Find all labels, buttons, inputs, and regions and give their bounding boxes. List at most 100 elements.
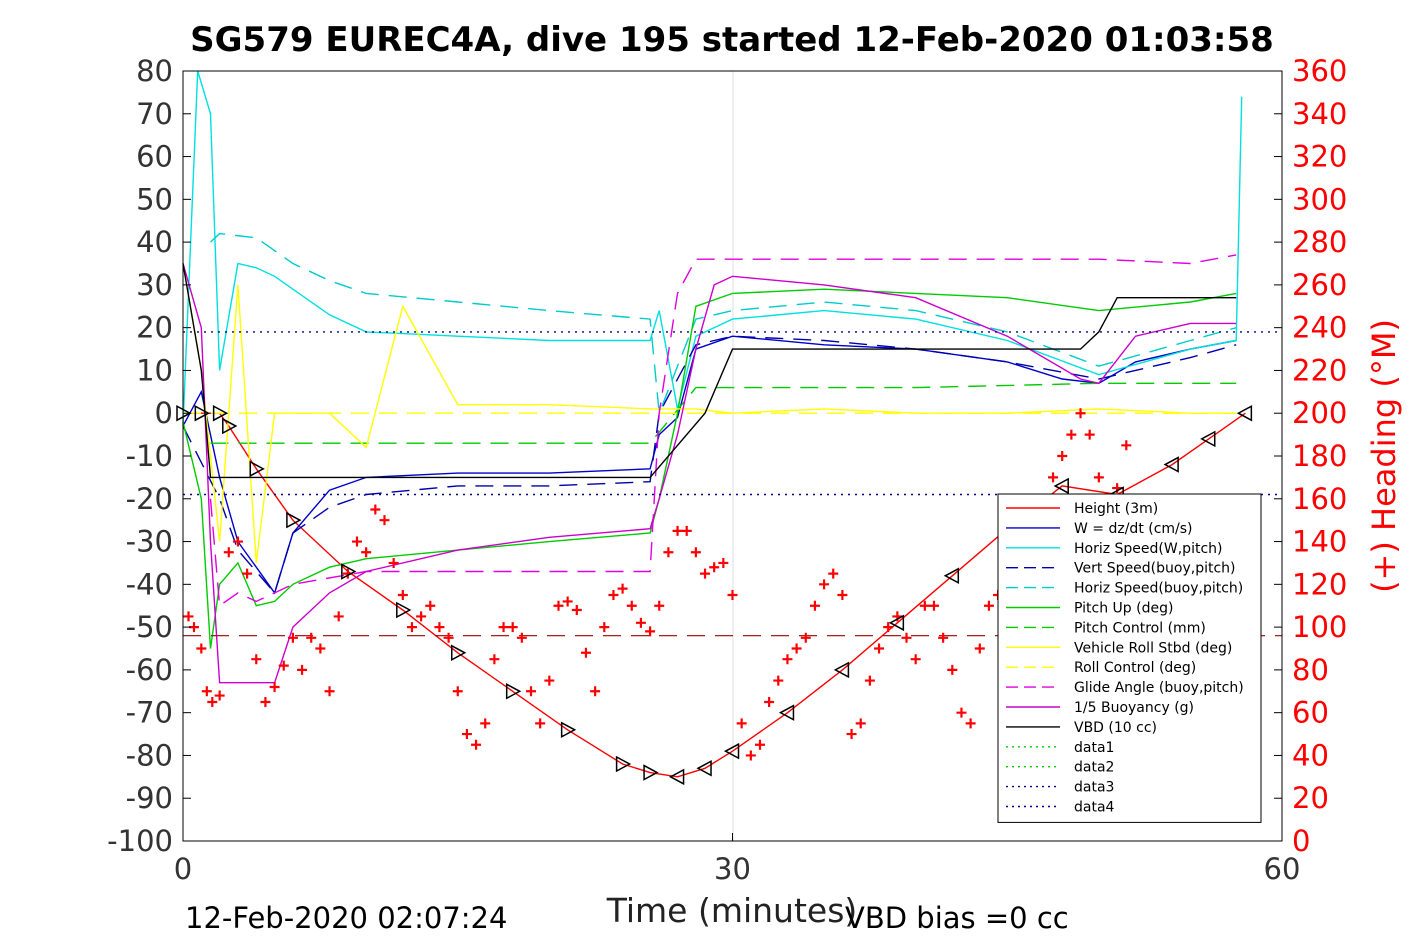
x-tick-label: 30 [714,852,751,886]
heading-marker [333,611,344,622]
heading-marker [910,654,921,665]
heading-marker [654,600,665,611]
heading-marker [196,643,207,654]
y-tick-label-left: 30 [136,268,173,302]
height-markers [176,404,1253,786]
heading-marker [242,568,253,579]
heading-marker [590,686,601,697]
heading-marker [681,525,692,536]
series-line-11 [182,263,1237,479]
heading-marker [864,675,875,686]
series-layer [182,70,1282,778]
y-tick-label-right: 340 [1292,97,1347,131]
heading-marker [736,718,747,729]
heading-marker [608,590,619,601]
legend-label: Pitch Up (deg) [1074,601,1173,617]
footer-timestamp: 12-Feb-2020 02:07:24 [185,901,507,935]
y-tick-label-right: 240 [1292,311,1347,345]
series-line-3 [182,335,1237,595]
height-triangle-marker [505,683,522,700]
height-triangle-marker [668,768,685,786]
heading-marker [232,536,243,547]
series-line-9 [209,254,1237,607]
heading-marker [507,622,518,633]
heading-marker [297,664,308,675]
heading-marker [278,660,289,671]
y-tick-label-left: 40 [136,225,173,259]
y-tick-label-left: -70 [126,696,173,730]
height-triangle-marker [778,704,795,721]
heading-marker [919,600,930,611]
heading-marker [361,547,372,558]
heading-marker [388,557,399,568]
legend-label: data3 [1074,780,1114,796]
heading-marker [207,696,218,707]
height-triangle-marker [696,760,712,777]
heading-marker [461,729,472,740]
y-tick-label-right: 20 [1292,781,1329,815]
y-tick-label-left: -30 [126,525,173,559]
legend-label: 1/5 Buoyancy (g) [1074,700,1194,716]
y-tick-label-right: 280 [1292,225,1347,259]
heading-marker [516,632,527,643]
heading-marker [901,632,912,643]
y-tick-label-right: 220 [1292,353,1347,387]
heading-marker [370,504,381,515]
legend-label: data1 [1074,740,1114,756]
y-axis-right-label: (+) Heading (°M) [1365,319,1403,593]
heading-marker [828,568,839,579]
heading-marker [324,686,335,697]
heading-marker [269,682,280,692]
heading-marker [974,643,985,654]
y-tick-label-left: -40 [126,567,173,601]
y-axis-left: -100-90-80-70-60-50-40-30-20-10010203040… [107,54,191,858]
height-triangle-marker [194,404,210,422]
heading-marker [938,632,949,643]
heading-marker [928,600,939,611]
y-tick-label-left: -80 [126,738,173,772]
heading-marker [635,617,646,628]
heading-marker [306,632,317,643]
legend-label: W = dz/dt (cm/s) [1074,521,1193,537]
heading-marker [480,718,491,729]
heading-marker [315,643,326,654]
legend-label: data4 [1074,800,1115,816]
heading-marker [764,696,775,707]
heading-marker [690,547,701,558]
height-triangle-marker [833,661,850,679]
heading-marker [1066,429,1077,440]
heading-marker [251,654,262,665]
y-tick-label-right: 100 [1292,610,1347,644]
heading-marker [709,562,720,573]
y-tick-label-right: 120 [1292,567,1347,601]
x-tick-label: 0 [174,852,192,886]
y-tick-label-right: 180 [1292,439,1347,473]
heading-marker [223,547,234,558]
heading-marker [544,675,555,686]
series-line-6 [210,382,1237,444]
heading-marker [846,729,857,740]
heading-marker [260,696,271,707]
y-tick-label-left: -20 [126,482,173,516]
heading-marker [837,590,848,601]
heading-marker [617,583,628,594]
heading-marker [443,632,454,643]
height-triangle-marker [249,460,265,478]
heading-marker [874,643,885,654]
heading-marker [1057,451,1068,461]
heading-marker [214,690,225,701]
heading-marker [947,664,958,675]
legend-label: Vert Speed(buoy,pitch) [1074,561,1236,577]
heading-marker [791,643,802,654]
y-tick-label-left: 60 [136,140,173,174]
heading-marker [406,622,417,633]
heading-marker [1093,472,1104,483]
y-tick-label-right: 40 [1292,738,1329,772]
series-line-5 [182,288,1237,649]
chart-title: SG579 EUREC4A, dive 195 started 12-Feb-2… [190,20,1274,60]
height-triangle-marker [615,755,632,773]
heading-marker [425,600,436,611]
y-tick-label-right: 140 [1292,525,1347,559]
heading-marker [645,626,656,637]
legend-label: data2 [1074,760,1114,776]
